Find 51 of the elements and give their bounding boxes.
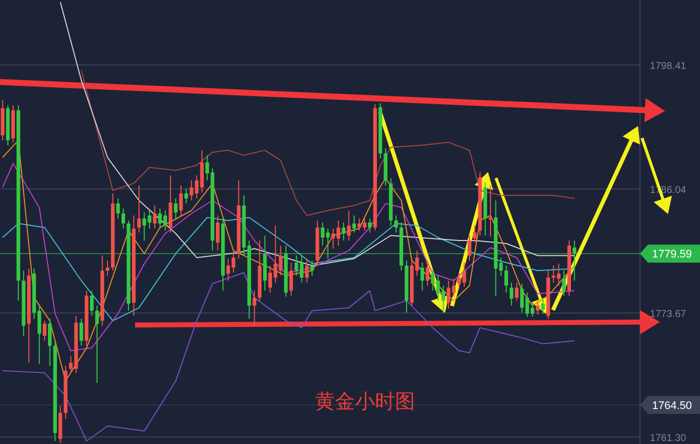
candlestick: [252, 290, 256, 326]
candlestick: [541, 298, 545, 314]
candlestick: [488, 184, 492, 238]
text: 黄金小时图: [315, 391, 415, 413]
candlestick: [79, 318, 84, 346]
candlestick: [572, 240, 576, 282]
candlestick: [504, 265, 508, 294]
candlestick: [352, 214, 356, 234]
ref-line-label: 1764.50: [652, 400, 692, 412]
candlestick: [95, 305, 99, 384]
candlestick: [358, 218, 362, 232]
candlestick: [472, 225, 477, 244]
y-tick-label: 1798.41: [650, 61, 687, 72]
candlestick: [42, 320, 46, 342]
candlestick: [305, 258, 309, 284]
candlestick: [90, 290, 94, 316]
candlestick: [278, 245, 282, 276]
y-tick-label: 1773.67: [650, 309, 687, 320]
candlestick: [420, 262, 424, 292]
line-series: [2, 140, 575, 382]
candlestick: [289, 262, 293, 296]
candlestick: [362, 218, 366, 232]
candlestick: [510, 282, 514, 306]
candlestick: [294, 255, 298, 276]
candlestick: [368, 218, 372, 234]
candlestick: [116, 198, 120, 219]
y-tick-label: 1761.30: [650, 432, 687, 444]
candlestick: [536, 300, 540, 316]
candlestick: [347, 210, 351, 242]
candlestick: [310, 260, 314, 276]
candlestick: [342, 222, 346, 242]
candlestick: [48, 318, 52, 366]
line-series: [80, 70, 575, 216]
candlestick: [137, 184, 141, 234]
candlestick: [216, 214, 220, 252]
candlestick: [179, 184, 183, 216]
candlestick: [174, 198, 178, 219]
candlestick: [106, 260, 110, 276]
ref-line-label: 1779.59: [652, 248, 692, 261]
candlestick: [562, 270, 566, 296]
candlestick: [394, 214, 398, 234]
line-series: [2, 162, 575, 352]
candlestick: [152, 204, 157, 230]
candlestick: [184, 188, 188, 204]
candlestick: [121, 208, 126, 230]
line-series: [2, 272, 575, 442]
candlestick: [468, 235, 472, 262]
candlestick: [514, 282, 519, 302]
candlestick: [426, 260, 430, 286]
candlestick: [300, 255, 304, 284]
line-series: [2, 217, 575, 322]
